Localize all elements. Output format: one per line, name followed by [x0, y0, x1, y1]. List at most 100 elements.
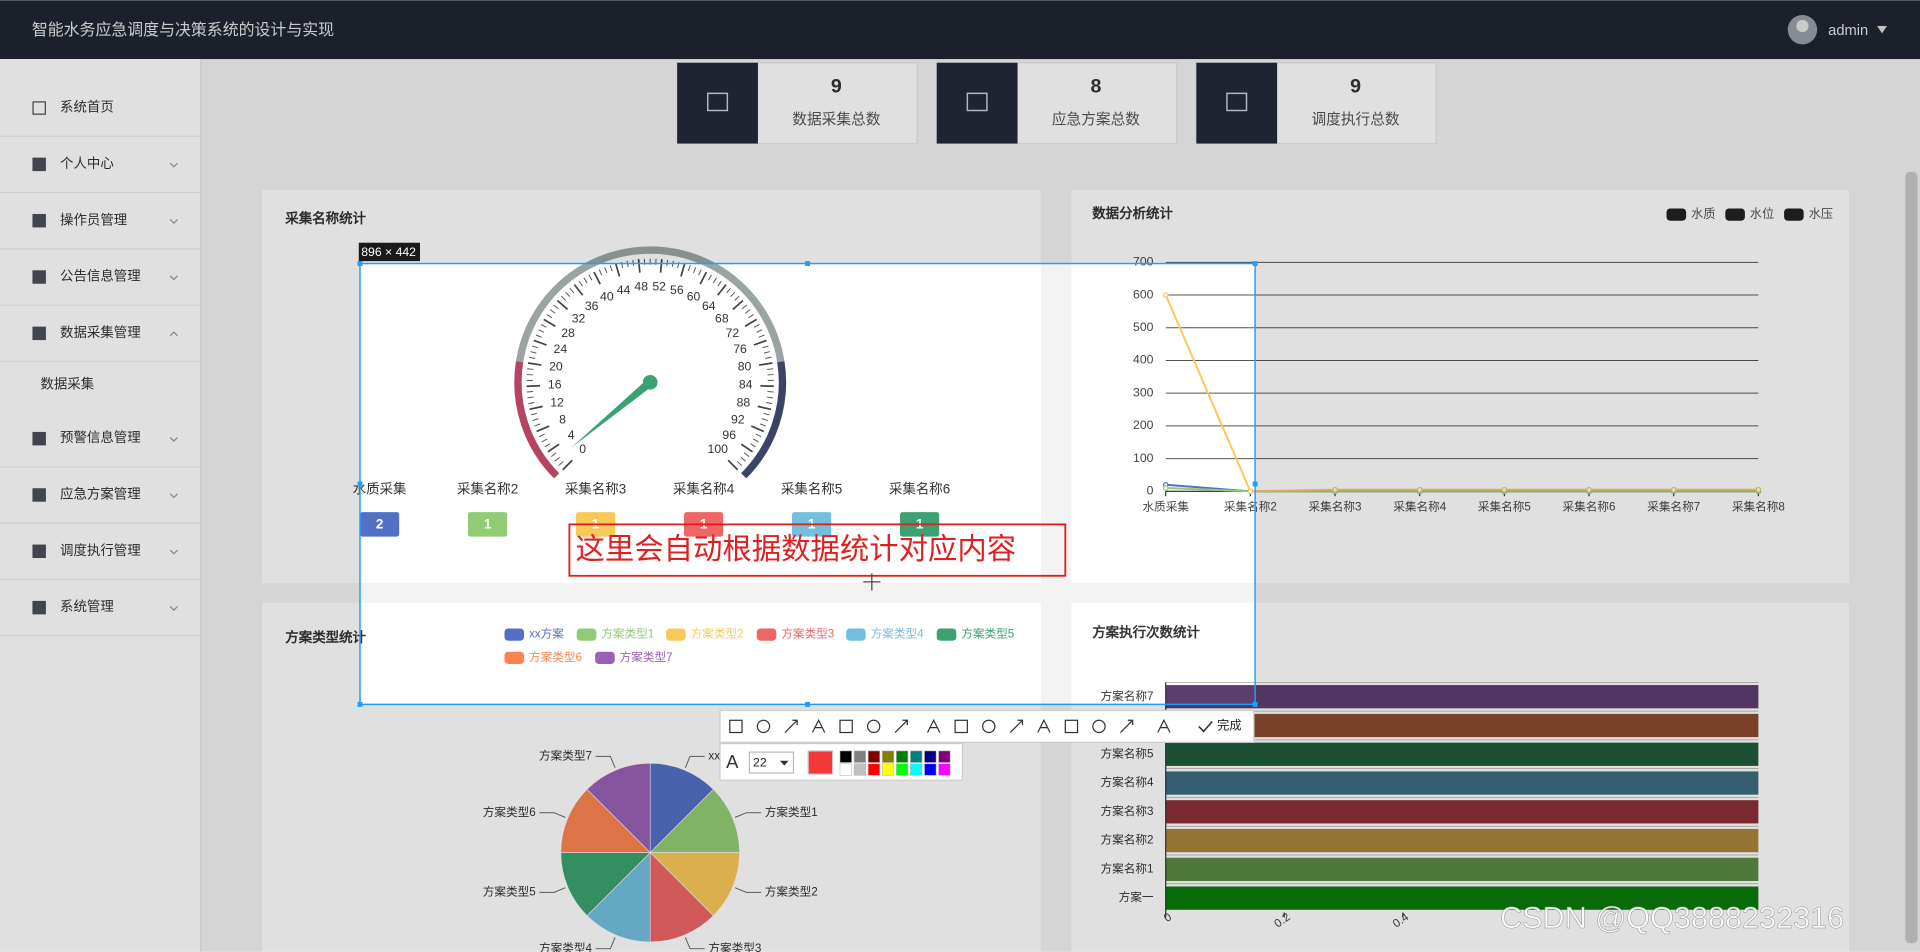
y-tick-label: 700 — [1133, 255, 1154, 269]
selection-handle[interactable] — [1252, 701, 1258, 707]
palette-swatch[interactable] — [867, 750, 881, 763]
menu-item[interactable]: 系统首页 — [60, 100, 114, 115]
user-name[interactable]: admin — [1828, 23, 1868, 39]
legend-label[interactable]: 水位 — [1750, 206, 1774, 221]
pie-label-line — [595, 755, 616, 768]
app-title: 智能水务应急调度与决策系统的设计与实现 — [32, 20, 334, 39]
menu-chevron — [169, 493, 178, 499]
gauge-pointer — [570, 379, 653, 448]
gauge-minor-tick — [540, 324, 547, 328]
palette-swatch[interactable] — [910, 763, 923, 776]
tool-icon[interactable] — [811, 718, 826, 733]
menu-icon — [32, 326, 46, 341]
legend-label[interactable]: 水质 — [1691, 207, 1715, 221]
selection-handle[interactable] — [805, 261, 810, 266]
palette-swatch[interactable] — [896, 750, 909, 763]
font-size-box[interactable] — [748, 751, 795, 774]
legend-label[interactable]: 方案类型3 — [781, 627, 834, 641]
selection-handle[interactable] — [1252, 481, 1258, 487]
palette-swatch[interactable] — [867, 763, 881, 776]
tool-icon[interactable] — [1037, 718, 1051, 733]
cursor — [863, 573, 881, 591]
gauge-minor-tick — [544, 443, 551, 448]
submenu-item[interactable]: 数据采集 — [40, 376, 94, 391]
palette-swatch[interactable] — [938, 750, 951, 763]
palette-swatch[interactable] — [938, 763, 951, 776]
gauge-minor-tick — [558, 461, 564, 466]
gauge-minor-tick — [748, 314, 754, 319]
tool-icon[interactable] — [866, 719, 881, 734]
gauge-minor-tick — [734, 295, 740, 301]
tool-icon[interactable] — [729, 719, 743, 734]
count-name: 采集名称5 — [781, 482, 842, 497]
panel-title: 数据分析统计 — [1092, 205, 1173, 221]
gauge-minor-tick — [752, 438, 759, 443]
tool-icon[interactable] — [784, 719, 798, 733]
palette-swatch[interactable] — [881, 750, 895, 763]
gauge-minor-tick — [759, 423, 767, 427]
pie-label-line — [539, 812, 566, 818]
menu-item[interactable]: 调度执行管理 — [60, 543, 141, 558]
gauge-minor-tick — [698, 269, 702, 276]
gauge-minor-tick — [765, 356, 772, 359]
gauge-minor-tick — [604, 267, 608, 274]
palette-swatch[interactable] — [924, 763, 937, 776]
gauge-minor-tick — [538, 433, 545, 438]
selection-handle[interactable] — [357, 701, 363, 707]
gauge-tick — [758, 362, 773, 366]
palette-swatch[interactable] — [853, 750, 867, 763]
count-name: 水质采集 — [353, 482, 407, 497]
legend-label[interactable]: 水压 — [1809, 207, 1833, 221]
tool-icon[interactable] — [1064, 719, 1079, 734]
pie-label: 方案类型6 — [483, 805, 536, 819]
menu-item[interactable]: 公告信息管理 — [60, 268, 141, 284]
menu-item[interactable]: 数据采集管理 — [60, 325, 141, 340]
palette-swatch[interactable] — [896, 763, 909, 776]
menu-item[interactable]: 操作员管理 — [60, 212, 127, 227]
tool-icon[interactable] — [954, 719, 968, 734]
selection-handle[interactable] — [357, 261, 363, 266]
tool-icon[interactable] — [1092, 719, 1106, 734]
font-icon: A — [726, 751, 739, 772]
selection-handle[interactable] — [1252, 261, 1258, 266]
gauge-tick-label: 28 — [561, 326, 575, 340]
gauge-minor-tick — [756, 329, 763, 333]
tool-icon[interactable] — [982, 719, 996, 734]
menu-item[interactable]: 个人中心 — [60, 156, 114, 171]
done-button[interactable]: 完成 — [1217, 718, 1241, 733]
line-point — [1247, 488, 1254, 495]
palette-swatch[interactable] — [924, 750, 937, 763]
tool-icon[interactable] — [894, 719, 908, 733]
tool-icon[interactable] — [756, 719, 771, 734]
palette-swatch[interactable] — [910, 750, 923, 763]
menu-item[interactable]: 系统管理 — [60, 599, 114, 614]
selection-handle[interactable] — [805, 701, 810, 707]
stat-value: 9 — [1350, 75, 1361, 97]
legend-label[interactable]: 方案类型6 — [529, 650, 582, 664]
menu-item[interactable]: 应急方案管理 — [60, 486, 141, 502]
pie-slice — [586, 762, 651, 854]
legend-label[interactable]: 方案类型2 — [691, 627, 744, 641]
x-tick-label: 采集名称5 — [1478, 499, 1531, 513]
palette-swatch[interactable] — [839, 763, 852, 776]
palette-swatch[interactable] — [853, 763, 867, 776]
tool-icon[interactable] — [1009, 719, 1024, 733]
legend-label[interactable]: 方案类型4 — [871, 627, 925, 641]
legend-label[interactable]: 方案类型7 — [620, 650, 673, 664]
annotation-box — [568, 523, 1067, 577]
stat-value: 9 — [831, 75, 842, 97]
legend-label[interactable]: 方案类型5 — [961, 627, 1014, 641]
tool-icon[interactable] — [927, 718, 941, 733]
user-caret — [1877, 26, 1887, 34]
menu-item[interactable]: 预警信息管理 — [60, 429, 141, 445]
legend-label[interactable]: 方案类型1 — [601, 627, 654, 641]
selection-handle[interactable] — [357, 481, 363, 487]
palette-swatch[interactable] — [881, 763, 895, 776]
current-color[interactable] — [807, 750, 834, 775]
palette-swatch[interactable] — [839, 750, 852, 763]
tool-icon[interactable] — [1119, 719, 1134, 733]
tool-icon[interactable] — [1157, 718, 1171, 733]
legend-label[interactable]: xx方案 — [529, 627, 564, 641]
tool-icon[interactable] — [839, 719, 853, 734]
